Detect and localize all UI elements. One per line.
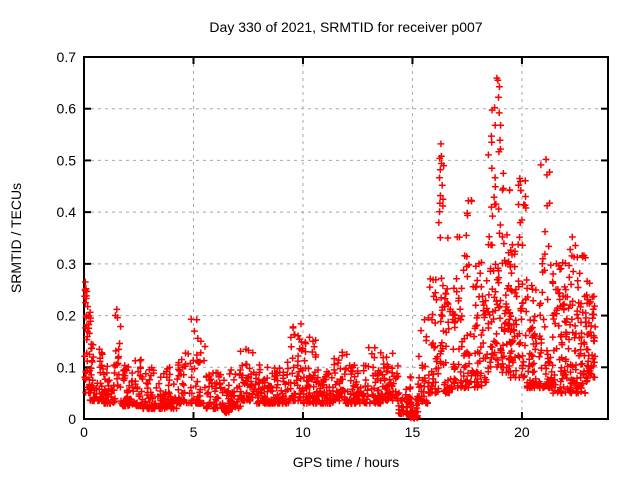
y-tick-label: 0.4 [57,204,77,220]
y-tick-label: 0.3 [57,256,77,272]
x-tick-label: 0 [80,424,88,440]
plot-border [83,56,609,420]
y-tick-label: 0.5 [57,152,77,168]
x-tick-label: 20 [514,424,530,440]
x-tick-label: 5 [190,424,198,440]
y-tick-label: 0 [68,411,76,427]
y-axis-label: SRMTID / TECUs [8,182,24,294]
x-axis-label: GPS time / hours [292,454,400,470]
y-tick-label: 0.6 [57,101,77,117]
scatter-points [81,74,599,422]
y-tick-label: 0.7 [57,49,77,65]
y-tick-label: 0.2 [57,308,77,324]
x-tick-label: 15 [405,424,421,440]
chart-title: Day 330 of 2021, SRMTID for receiver p00… [209,19,483,35]
x-tick-label: 10 [295,424,311,440]
y-tick-label: 0.1 [57,359,77,375]
